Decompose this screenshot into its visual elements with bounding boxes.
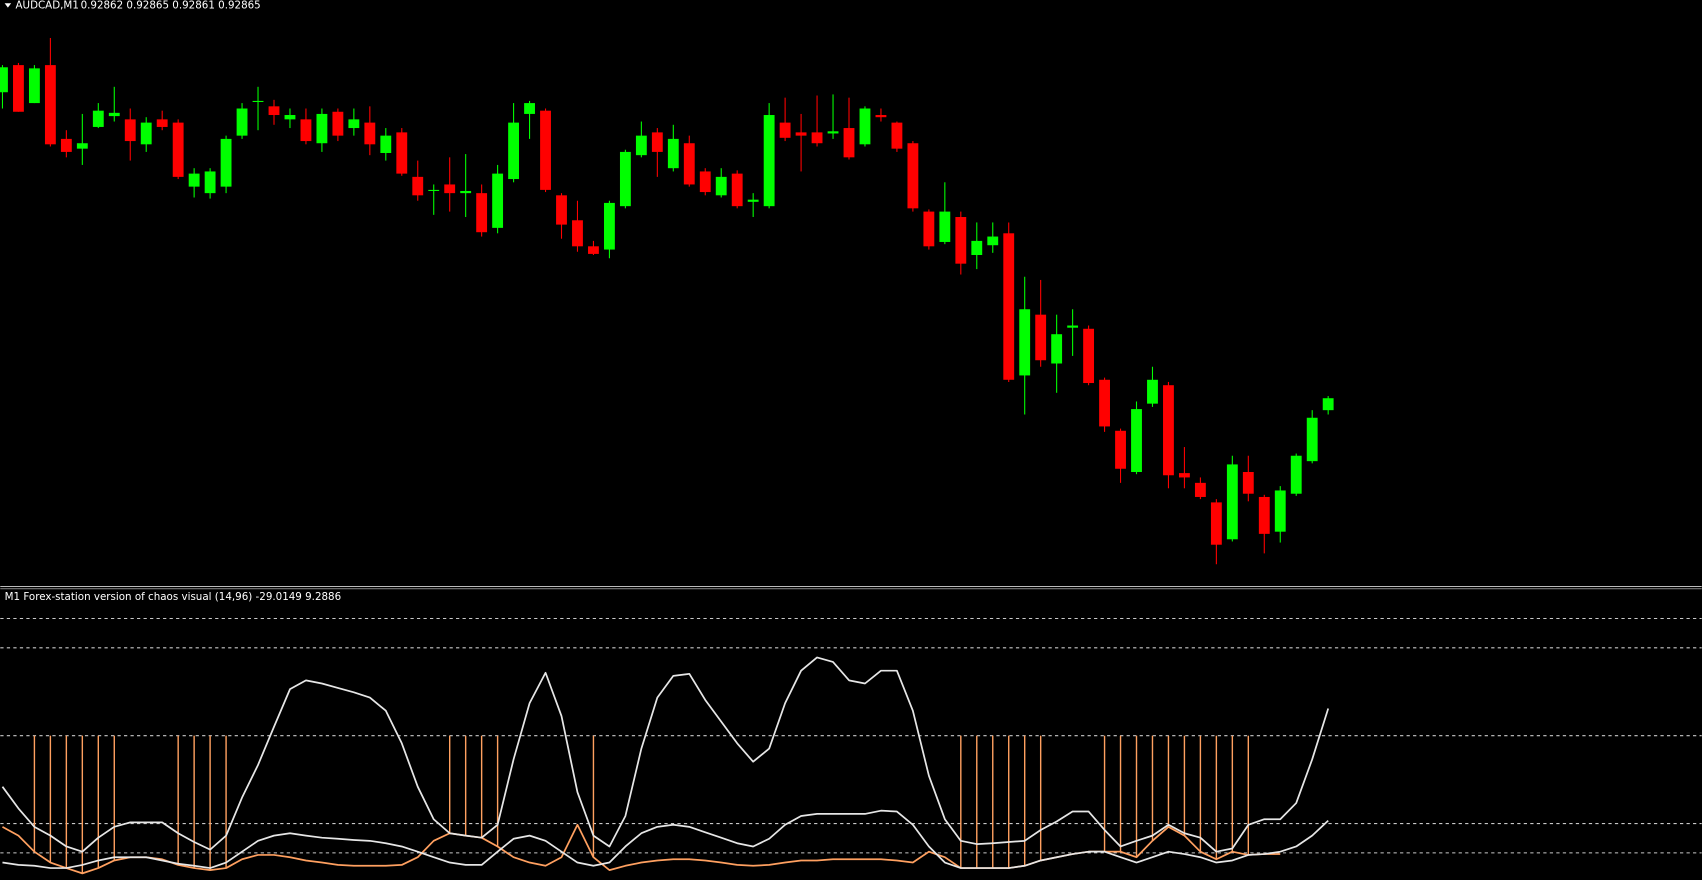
candle-body	[939, 211, 951, 242]
candle-body	[1115, 430, 1126, 469]
candle-body	[284, 115, 296, 120]
candle-body	[1178, 473, 1190, 478]
candle-body	[1035, 314, 1047, 361]
candle-body	[268, 106, 280, 116]
candle-body	[1019, 309, 1031, 376]
candle-body	[396, 132, 408, 174]
candle-body	[348, 119, 360, 129]
candle-body	[60, 138, 72, 152]
candle-body	[1306, 417, 1318, 462]
candle-body	[1003, 233, 1015, 380]
candle-body	[92, 110, 104, 127]
candle-body	[428, 189, 440, 191]
candle-body	[380, 135, 392, 153]
candle-body	[891, 122, 903, 149]
candle-body	[332, 111, 344, 136]
candle-body	[987, 236, 999, 246]
candle-body	[540, 110, 551, 190]
candle-body	[971, 240, 983, 255]
candle-body	[635, 135, 647, 156]
indicator-title: M1 Forex-station version of chaos visual…	[5, 591, 342, 603]
candle-body	[220, 138, 232, 187]
candle-body	[572, 220, 583, 247]
candle-body	[619, 151, 631, 207]
candle-body	[1099, 379, 1110, 427]
candle-body	[252, 100, 264, 102]
candle-body	[1290, 455, 1302, 494]
symbol: AUDCAD,M1	[15, 0, 78, 11]
candle-body	[843, 128, 855, 158]
candle-body	[364, 122, 376, 145]
candle-body	[859, 108, 871, 145]
candle-body	[444, 184, 456, 194]
candle-body	[316, 113, 328, 144]
candle-body	[156, 119, 168, 127]
candle-body	[1131, 409, 1142, 473]
candle-body	[1226, 464, 1238, 540]
candle-body	[1242, 472, 1254, 494]
candle-body	[1067, 325, 1079, 328]
collapse-icon[interactable]	[4, 3, 12, 8]
candle-body	[1194, 482, 1206, 497]
candle-body	[715, 176, 727, 196]
candle-body	[651, 132, 663, 152]
ohlc-prices: 0.92862 0.92865 0.92861 0.92865	[81, 0, 261, 11]
candle-body	[412, 176, 424, 196]
candle-body	[603, 202, 615, 250]
candle-body	[795, 132, 807, 136]
candle-body	[1274, 490, 1286, 532]
candle-body	[476, 193, 488, 233]
candle-body	[955, 217, 967, 264]
candle-body	[747, 199, 759, 202]
candle-body	[460, 190, 472, 194]
candle-body	[1210, 502, 1222, 545]
candle-body	[44, 65, 56, 145]
candle-body	[13, 65, 24, 112]
candle-body	[300, 119, 312, 142]
candle-body	[1163, 385, 1174, 476]
candle-body	[188, 173, 200, 187]
candle-body	[1051, 334, 1063, 364]
indicator-line	[2, 809, 1329, 869]
candle-body	[667, 138, 679, 169]
candle-body	[731, 173, 743, 207]
candle-body	[763, 115, 775, 207]
candle-body	[204, 171, 216, 194]
candle-body	[683, 143, 695, 185]
candle-body	[588, 246, 599, 254]
candle-body	[811, 132, 823, 144]
indicator-line	[1, 656, 1330, 853]
candle-body	[923, 211, 935, 247]
candle-body	[0, 67, 8, 93]
candle-body	[76, 143, 88, 149]
candle-body	[1322, 398, 1334, 411]
candle-body	[172, 122, 184, 177]
candle-body	[236, 108, 248, 136]
candle-body	[524, 103, 535, 114]
candle-body	[827, 131, 839, 134]
candle-body	[1258, 496, 1270, 534]
candle-body	[124, 119, 136, 142]
candle-body	[779, 122, 791, 138]
candle-body	[907, 143, 919, 209]
candle-body	[492, 173, 504, 228]
candle-body	[140, 122, 152, 145]
candle-body	[28, 68, 40, 104]
candle-body	[1083, 328, 1095, 384]
candle-body	[699, 171, 711, 193]
candle-body	[1147, 379, 1158, 404]
candle-body	[508, 122, 520, 180]
candle-body	[875, 115, 887, 118]
candle-body	[556, 195, 567, 225]
candle-body	[108, 112, 120, 117]
